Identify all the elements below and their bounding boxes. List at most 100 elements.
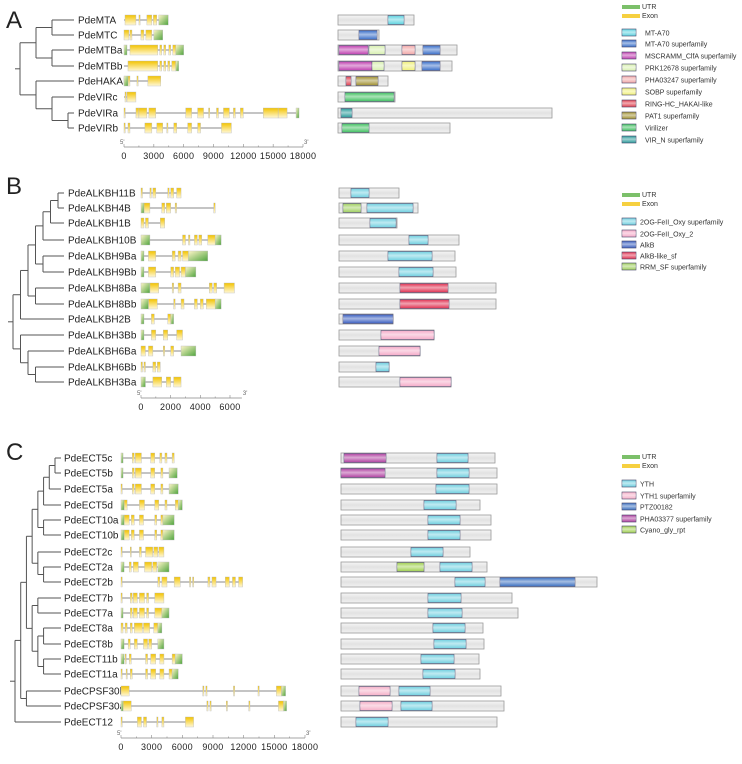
- exon-box: [159, 60, 162, 72]
- gene-row: PdeMTBb: [78, 60, 453, 73]
- exon-box: [209, 282, 213, 294]
- exon-box: [149, 187, 152, 199]
- gene-row: PdeCPSF30a: [64, 700, 505, 713]
- axis-tick-label: 0: [121, 151, 126, 161]
- gene-row: PdeALKBH11B: [68, 187, 400, 200]
- exon-box: [133, 607, 138, 619]
- utr-box: [158, 14, 169, 26]
- gene-row: PdeHAKAI: [78, 75, 389, 88]
- gene-label: PdeECT5b: [64, 469, 113, 480]
- protein-bar: [340, 483, 498, 495]
- axis-tick-label: 6000: [173, 151, 194, 161]
- exon-box: [171, 653, 176, 665]
- exon-box: [170, 345, 174, 357]
- gene-label: PdeALKBH11B: [68, 189, 136, 200]
- exon-box: [159, 653, 165, 665]
- gene-label: PdeECT7b: [64, 594, 113, 605]
- gene-row: PdeECT11b: [64, 653, 480, 666]
- exon-box: [185, 107, 192, 119]
- exon-box: [146, 14, 153, 26]
- exon-box: [277, 107, 288, 119]
- utr-box: [170, 313, 174, 325]
- gene-label: PdeECT11a: [64, 670, 118, 681]
- utr-box: [120, 653, 125, 665]
- gene-row: PdeVIRa: [78, 107, 553, 120]
- exon-box: [187, 122, 192, 134]
- gene-label: PdeALKBH6Bb: [68, 363, 137, 374]
- exon-box: [143, 202, 151, 214]
- axis-tick-label: 2000: [160, 402, 181, 412]
- exon-box: [148, 266, 157, 278]
- legend: UTR Exon MT-A70 MT-A70 superfamily MSCRAMM_C…: [621, 4, 737, 145]
- gene-label: PdeALKBH10B: [68, 236, 137, 247]
- gene-label: PdeECT5c: [64, 454, 112, 465]
- exon-box: [154, 499, 160, 511]
- utr-box: [140, 234, 151, 246]
- exon-box: [170, 266, 174, 278]
- protein-bar: [340, 499, 481, 511]
- exon-box: [123, 122, 126, 134]
- domain-highlight: [339, 45, 368, 55]
- domain-highlight: [437, 453, 468, 463]
- exon-box: [127, 75, 131, 87]
- exon-box: [120, 592, 123, 604]
- legend-item-label: 2OG-FeII_Oxy superfamily: [640, 220, 724, 227]
- exon-box: [154, 607, 163, 619]
- exon-box: [120, 622, 124, 634]
- exon-box: [164, 499, 168, 511]
- utr-box: [175, 44, 184, 56]
- gene-label: PdeECT11b: [64, 655, 118, 666]
- protein-bar: [337, 14, 415, 26]
- utr-box: [153, 29, 163, 41]
- legend-item-label: MSCRAMM_ClfA superfamily: [645, 54, 737, 61]
- five-prime-label: 5': [117, 731, 121, 737]
- exon-box: [171, 452, 175, 464]
- domain-highlight: [388, 15, 404, 25]
- legend-item-label: RRM_SF superfamily: [640, 265, 707, 272]
- utr-box: [120, 452, 124, 464]
- exon-box: [159, 44, 162, 56]
- exon-box: [257, 685, 260, 697]
- utr-box: [140, 282, 151, 294]
- exon-box: [134, 638, 138, 650]
- exon-box: [134, 622, 143, 634]
- gene-row: PdeMTBa: [78, 44, 458, 57]
- gene-row: PdeECT10b: [64, 529, 492, 542]
- gene-row: PdeECT7a: [64, 607, 519, 620]
- utr-box: [140, 298, 149, 310]
- gene-row: PdeALKBH3Bb: [68, 329, 435, 342]
- domain-highlight: [440, 562, 472, 572]
- exon-swatch: [622, 202, 640, 206]
- exon-box: [125, 668, 128, 680]
- gene-label: PdeALKBH4B: [68, 204, 131, 215]
- panel-B: B PdeALKBH11B PdeALKBH4B PdeALKBH1B PdeALKBH…: [6, 173, 724, 412]
- domain-highlight: [343, 314, 393, 324]
- exon-box: [151, 329, 157, 341]
- exon-box: [276, 685, 282, 697]
- five-prime-label: 5': [120, 140, 124, 146]
- legend-swatch-highlight: [622, 263, 636, 270]
- legend-item-label: 2OG-FeII_Oxy_2: [640, 232, 693, 239]
- utr-box: [123, 75, 129, 87]
- gene-label: PdeALKBH9Bb: [68, 268, 137, 279]
- domain-highlight: [500, 577, 575, 587]
- exon-box: [135, 483, 142, 495]
- panel-letter: A: [6, 7, 22, 34]
- exon-box: [223, 107, 230, 119]
- exon-box: [140, 217, 145, 229]
- exon-box: [206, 298, 216, 310]
- gene-row: PdeALKBH9Bb: [68, 266, 457, 279]
- exon-box: [226, 700, 228, 712]
- gene-row: PdeECT12: [64, 716, 498, 729]
- legend-swatch-highlight: [622, 124, 636, 131]
- domain-highlight: [400, 299, 449, 309]
- exon-box: [207, 234, 216, 246]
- gene-row: PdeALKBH10B: [68, 234, 460, 247]
- axis-tick-label: 3000: [143, 151, 164, 161]
- gene-label: PdeALKBH3Bb: [68, 331, 137, 342]
- gene-label: PdeMTBb: [78, 62, 123, 73]
- domain-highlight: [379, 346, 420, 356]
- exon-box: [140, 345, 146, 357]
- domain-highlight: [423, 669, 455, 679]
- exon-box: [206, 700, 209, 712]
